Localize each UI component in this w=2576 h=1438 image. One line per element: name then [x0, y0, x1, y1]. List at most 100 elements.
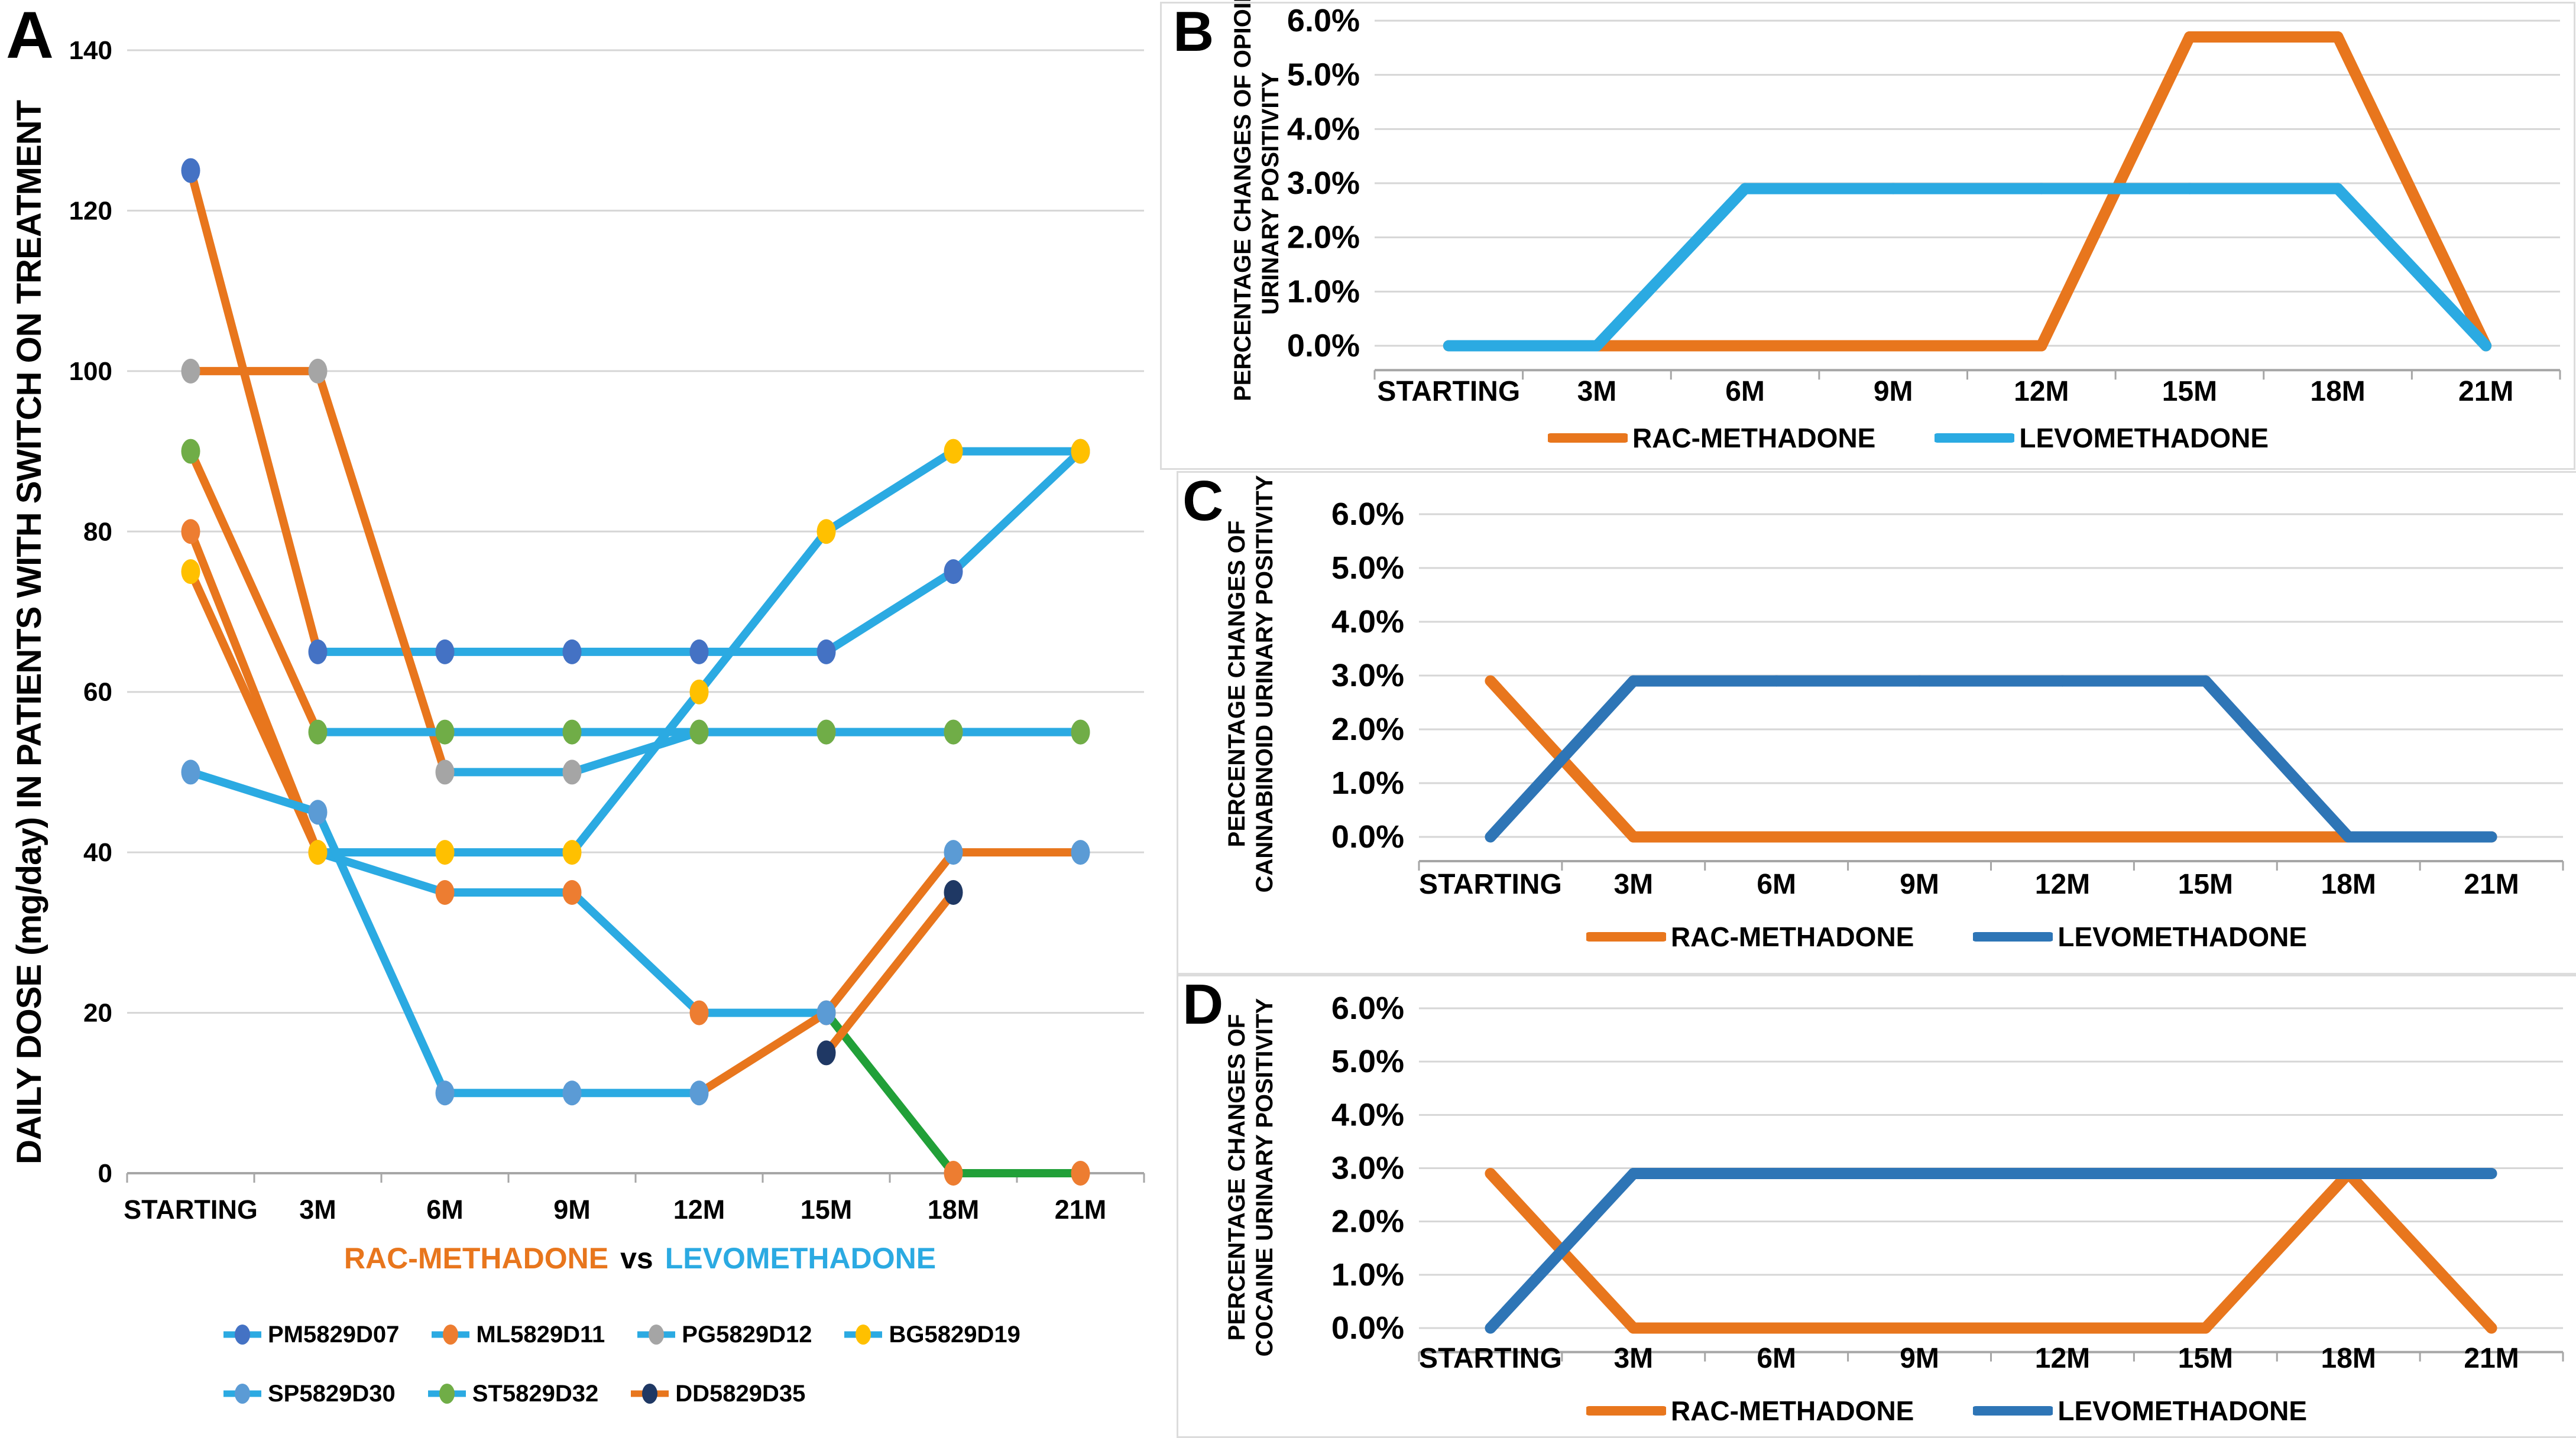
panel-label-b: B — [1173, 0, 1214, 63]
legend-swatch-icon — [1586, 1406, 1666, 1416]
data-point-marker — [435, 840, 455, 865]
subtitle-rac-methadone: RAC-METHADONE — [344, 1242, 609, 1275]
y-tick-label: 6.0% — [1331, 496, 1404, 532]
legend-item-st5829d32: ST5829D32 — [426, 1380, 598, 1407]
legend-item-sp5829d30: SP5829D30 — [222, 1380, 396, 1407]
data-point-marker — [689, 639, 709, 664]
legend-b: RAC-METHADONE LEVOMETHADONE — [1315, 417, 2501, 459]
series-line-segment — [822, 1008, 958, 1177]
y-axis-title-b: PERCENTAGE CHANGES OF OPIOID URINARY POS… — [1230, 0, 1284, 401]
data-point-marker — [944, 559, 963, 585]
data-point-marker — [562, 719, 582, 745]
legend-swatch-icon — [844, 1325, 883, 1345]
series-line-segment — [949, 447, 1085, 576]
panel-label-a: A — [6, 0, 54, 72]
y-tick-label: 3.0% — [1331, 658, 1404, 693]
legend-marker — [856, 1325, 871, 1345]
y-tick-label: 140 — [69, 36, 112, 65]
data-point-marker — [816, 639, 836, 664]
legend-marker — [649, 1325, 665, 1345]
series-line-segment — [695, 1008, 831, 1098]
x-tick-label: 21M — [2464, 1343, 2519, 1374]
data-point-marker — [181, 439, 200, 464]
legend-swatch-icon — [1935, 433, 2015, 443]
data-point-marker — [944, 880, 963, 905]
series-line-segment — [822, 848, 958, 1017]
data-point-marker — [435, 719, 455, 745]
legend-marker — [235, 1325, 250, 1345]
series-line-segment — [2342, 1168, 2497, 1334]
data-point-marker — [1071, 840, 1090, 865]
legend-label: ML5829D11 — [476, 1321, 605, 1348]
legend-label: PM5829D07 — [268, 1321, 400, 1348]
data-point-marker — [308, 840, 328, 865]
series-line-segment — [2332, 31, 2492, 352]
data-point-marker — [562, 840, 582, 865]
legend-swatch-icon — [427, 1384, 466, 1404]
legend-item-pm5829d07: PM5829D07 — [222, 1321, 399, 1348]
legend-label: LEVOMETHADONE — [2057, 1395, 2308, 1426]
data-point-marker — [308, 358, 328, 384]
data-point-marker — [435, 880, 455, 905]
legend-item-dd5829d35: DD5829D35 — [629, 1380, 805, 1407]
legend-item-rac-methadone: RAC-METHADONE — [1547, 422, 1875, 454]
x-tick-label: 6M — [1725, 376, 1765, 407]
legend-swatch-icon — [1973, 1406, 2053, 1416]
panel-label-c: C — [1182, 469, 1224, 533]
x-tick-label: 6M — [1757, 869, 1796, 900]
data-point-marker — [562, 639, 582, 664]
y-tick-label: 80 — [83, 517, 112, 546]
y-tick-label: 20 — [83, 999, 112, 1028]
data-point-marker — [1071, 719, 1090, 745]
x-tick-label: 12M — [2035, 1343, 2090, 1374]
series-line-segment — [313, 366, 449, 777]
legend-swatch-icon — [1973, 932, 2053, 942]
x-tick-label: 9M — [1874, 376, 1913, 407]
legend-label: LEVOMETHADONE — [2057, 921, 2308, 952]
data-point-marker — [1071, 1161, 1090, 1186]
series-line-segment — [313, 808, 449, 1098]
x-tick-label: 18M — [2321, 869, 2376, 900]
y-tick-label: 5.0% — [1331, 550, 1404, 586]
x-tick-label: 3M — [1577, 376, 1617, 407]
y-tick-label: 2.0% — [1331, 1204, 1404, 1239]
y-tick-label: 40 — [83, 838, 112, 867]
data-point-marker — [435, 1080, 455, 1106]
series-line-segment — [568, 728, 704, 777]
y-tick-label: 5.0% — [1331, 1044, 1404, 1079]
data-point-marker — [689, 1000, 709, 1025]
panel-label-d: D — [1182, 973, 1224, 1036]
data-point-marker — [944, 439, 963, 464]
data-point-marker — [181, 559, 200, 585]
y-tick-label: 2.0% — [1287, 220, 1360, 255]
panel-d-frame — [1177, 975, 2576, 1438]
data-point-marker — [944, 840, 963, 865]
y-tick-label: 3.0% — [1331, 1151, 1404, 1186]
legend-marker — [642, 1384, 658, 1404]
x-axis-subtitle-a: RAC-METHADONE vs LEVOMETHADONE — [127, 1241, 1153, 1275]
legend-swatch-icon — [1586, 932, 1666, 942]
legend-c: RAC-METHADONE LEVOMETHADONE — [1354, 916, 2539, 957]
data-point-marker — [562, 880, 582, 905]
y-tick-label: 0.0% — [1331, 1310, 1404, 1346]
y-tick-label: 1.0% — [1331, 1257, 1404, 1293]
legend-a: PM5829D07 ML5829D11 PG5829D12 BG5829D19 SP58… — [222, 1305, 1168, 1423]
data-point-marker — [308, 639, 328, 664]
x-tick-label: 9M — [553, 1194, 591, 1225]
x-tick-label: 15M — [2162, 376, 2217, 407]
series-line-segment — [568, 687, 704, 857]
y-axis-title-c: PERCENTAGE CHANGES OF CANNABINOID URINAR… — [1224, 475, 1278, 893]
series-line-segment — [186, 768, 322, 817]
y-tick-label: 0.0% — [1331, 819, 1404, 855]
series-line-segment — [568, 888, 704, 1017]
data-point-marker — [435, 759, 455, 785]
y-axis-title-d: PERCENTAGE CHANGES OF COCAINE URINARY PO… — [1224, 998, 1278, 1357]
series-line-segment — [695, 527, 831, 696]
x-tick-label: 21M — [1055, 1194, 1107, 1225]
x-tick-label: 18M — [2310, 376, 2365, 407]
series-line-segment — [1485, 1168, 1639, 1334]
x-tick-label: 15M — [2178, 869, 2233, 900]
data-point-marker — [1071, 439, 1090, 464]
y-tick-label: 1.0% — [1331, 765, 1404, 801]
x-tick-label: 18M — [928, 1194, 980, 1225]
